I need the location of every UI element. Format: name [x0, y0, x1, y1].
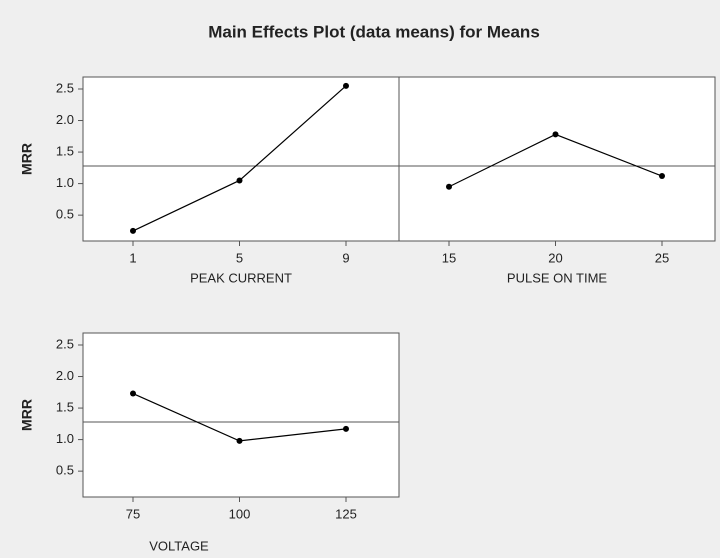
- y-tick-label: 1.0: [56, 431, 74, 446]
- plot-area: [82, 332, 400, 498]
- point: [343, 425, 349, 432]
- y-tick-label: 1.0: [56, 175, 74, 190]
- y-tick-label: 0.5: [56, 463, 74, 478]
- x-tick-label: 15: [442, 250, 456, 265]
- x-tick-label: 20: [548, 250, 562, 265]
- y-tick-label: 0.5: [56, 207, 74, 222]
- point: [130, 390, 136, 397]
- point: [343, 82, 349, 89]
- y-axis-label: MRR: [19, 143, 35, 175]
- y-tick-label: 2.0: [56, 368, 74, 383]
- point: [130, 227, 136, 234]
- y-tick-label: 2.5: [56, 80, 74, 95]
- point: [446, 183, 452, 190]
- x-tick-label: 100: [229, 506, 251, 521]
- x-axis-label: PEAK CURRENT: [190, 270, 292, 285]
- point: [659, 173, 665, 180]
- x-tick-label: 1: [129, 250, 136, 265]
- y-tick-label: 2.5: [56, 336, 74, 351]
- x-axis-label: PULSE ON TIME: [507, 270, 608, 285]
- x-tick-label: 5: [236, 250, 243, 265]
- x-tick-label: 25: [655, 250, 669, 265]
- x-tick-label: 125: [335, 506, 357, 521]
- x-tick-label: 75: [126, 506, 140, 521]
- x-tick-label: 9: [342, 250, 349, 265]
- point: [552, 131, 559, 138]
- y-tick-label: 2.0: [56, 112, 74, 127]
- point: [236, 177, 243, 184]
- plot-area: [398, 76, 716, 242]
- x-axis-label: VOLTAGE: [149, 538, 209, 553]
- y-tick-label: 1.5: [56, 143, 74, 158]
- y-tick-label: 1.5: [56, 399, 74, 414]
- chart-title: Main Effects Plot (data means) for Means: [208, 22, 540, 41]
- y-axis-label: MRR: [19, 399, 35, 431]
- plot-area: [82, 76, 400, 242]
- point: [236, 437, 243, 444]
